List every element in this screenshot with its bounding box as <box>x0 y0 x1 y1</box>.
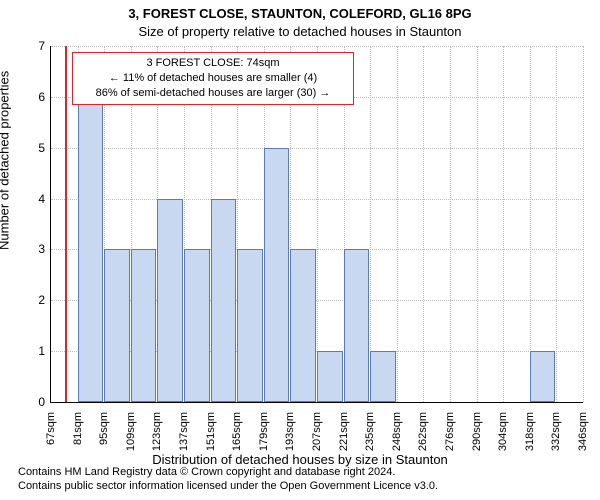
chart-container: 3, FOREST CLOSE, STAUNTON, COLEFORD, GL1… <box>0 0 600 500</box>
annotation-line-1: 3 FOREST CLOSE: 74sqm <box>79 56 347 71</box>
gridline-v <box>477 46 478 402</box>
property-marker-line <box>65 46 67 402</box>
histogram-bar <box>131 249 157 402</box>
y-tick-label: 3 <box>38 242 51 256</box>
gridline-v <box>583 46 584 402</box>
gridline-v <box>450 46 451 402</box>
chart-title-main: 3, FOREST CLOSE, STAUNTON, COLEFORD, GL1… <box>0 6 600 21</box>
gridline-v <box>423 46 424 402</box>
x-tick-label: 123sqm <box>151 412 163 451</box>
x-tick-label: 137sqm <box>178 412 190 451</box>
histogram-bar <box>290 249 316 402</box>
x-tick-label: 95sqm <box>98 412 110 445</box>
gridline-v <box>556 46 557 402</box>
footer-line-2: Contains public sector information licen… <box>0 480 600 492</box>
x-tick-label: 109sqm <box>125 412 137 451</box>
histogram-bar <box>184 249 210 402</box>
x-tick-label: 207sqm <box>311 412 323 451</box>
footer-line-1: Contains HM Land Registry data © Crown c… <box>0 466 600 478</box>
y-tick-label: 0 <box>38 395 51 409</box>
gridline-v <box>370 46 371 402</box>
x-tick-label: 179sqm <box>258 412 270 451</box>
y-tick-label: 1 <box>38 344 51 358</box>
x-tick-label: 262sqm <box>417 412 429 451</box>
histogram-bar <box>344 249 370 402</box>
x-tick-label: 67sqm <box>45 412 57 445</box>
annotation-box: 3 FOREST CLOSE: 74sqm ← 11% of detached … <box>72 52 354 105</box>
x-axis-label: Distribution of detached houses by size … <box>0 452 600 467</box>
histogram-bar <box>78 97 104 402</box>
y-tick-label: 2 <box>38 293 51 307</box>
histogram-bar <box>237 249 263 402</box>
x-tick-label: 318sqm <box>524 412 536 451</box>
x-tick-label: 151sqm <box>205 412 217 451</box>
y-tick-label: 5 <box>38 141 51 155</box>
x-tick-label: 248sqm <box>391 412 403 451</box>
chart-title-sub: Size of property relative to detached ho… <box>0 24 600 39</box>
y-tick-label: 7 <box>38 39 51 53</box>
annotation-line-3: 86% of semi-detached houses are larger (… <box>79 86 347 101</box>
x-tick-label: 332sqm <box>550 412 562 451</box>
histogram-bar <box>530 351 556 402</box>
gridline-v <box>530 46 531 402</box>
x-tick-label: 81sqm <box>72 412 84 445</box>
annotation-line-2: ← 11% of detached houses are smaller (4) <box>79 71 347 86</box>
histogram-bar <box>264 148 290 402</box>
histogram-bar <box>104 249 130 402</box>
x-tick-label: 193sqm <box>284 412 296 451</box>
x-tick-label: 276sqm <box>444 412 456 451</box>
x-tick-label: 346sqm <box>577 412 589 451</box>
x-tick-label: 165sqm <box>231 412 243 451</box>
x-tick-label: 290sqm <box>471 412 483 451</box>
histogram-bar <box>370 351 396 402</box>
histogram-bar <box>211 199 237 402</box>
x-tick-label: 304sqm <box>497 412 509 451</box>
y-tick-label: 4 <box>38 192 51 206</box>
gridline-v <box>503 46 504 402</box>
histogram-bar <box>157 199 183 402</box>
x-tick-label: 221sqm <box>338 412 350 451</box>
x-tick-label: 235sqm <box>364 412 376 451</box>
y-axis-label: Number of detached properties <box>0 71 12 250</box>
histogram-bar <box>317 351 343 402</box>
gridline-v <box>397 46 398 402</box>
y-tick-label: 6 <box>38 90 51 104</box>
